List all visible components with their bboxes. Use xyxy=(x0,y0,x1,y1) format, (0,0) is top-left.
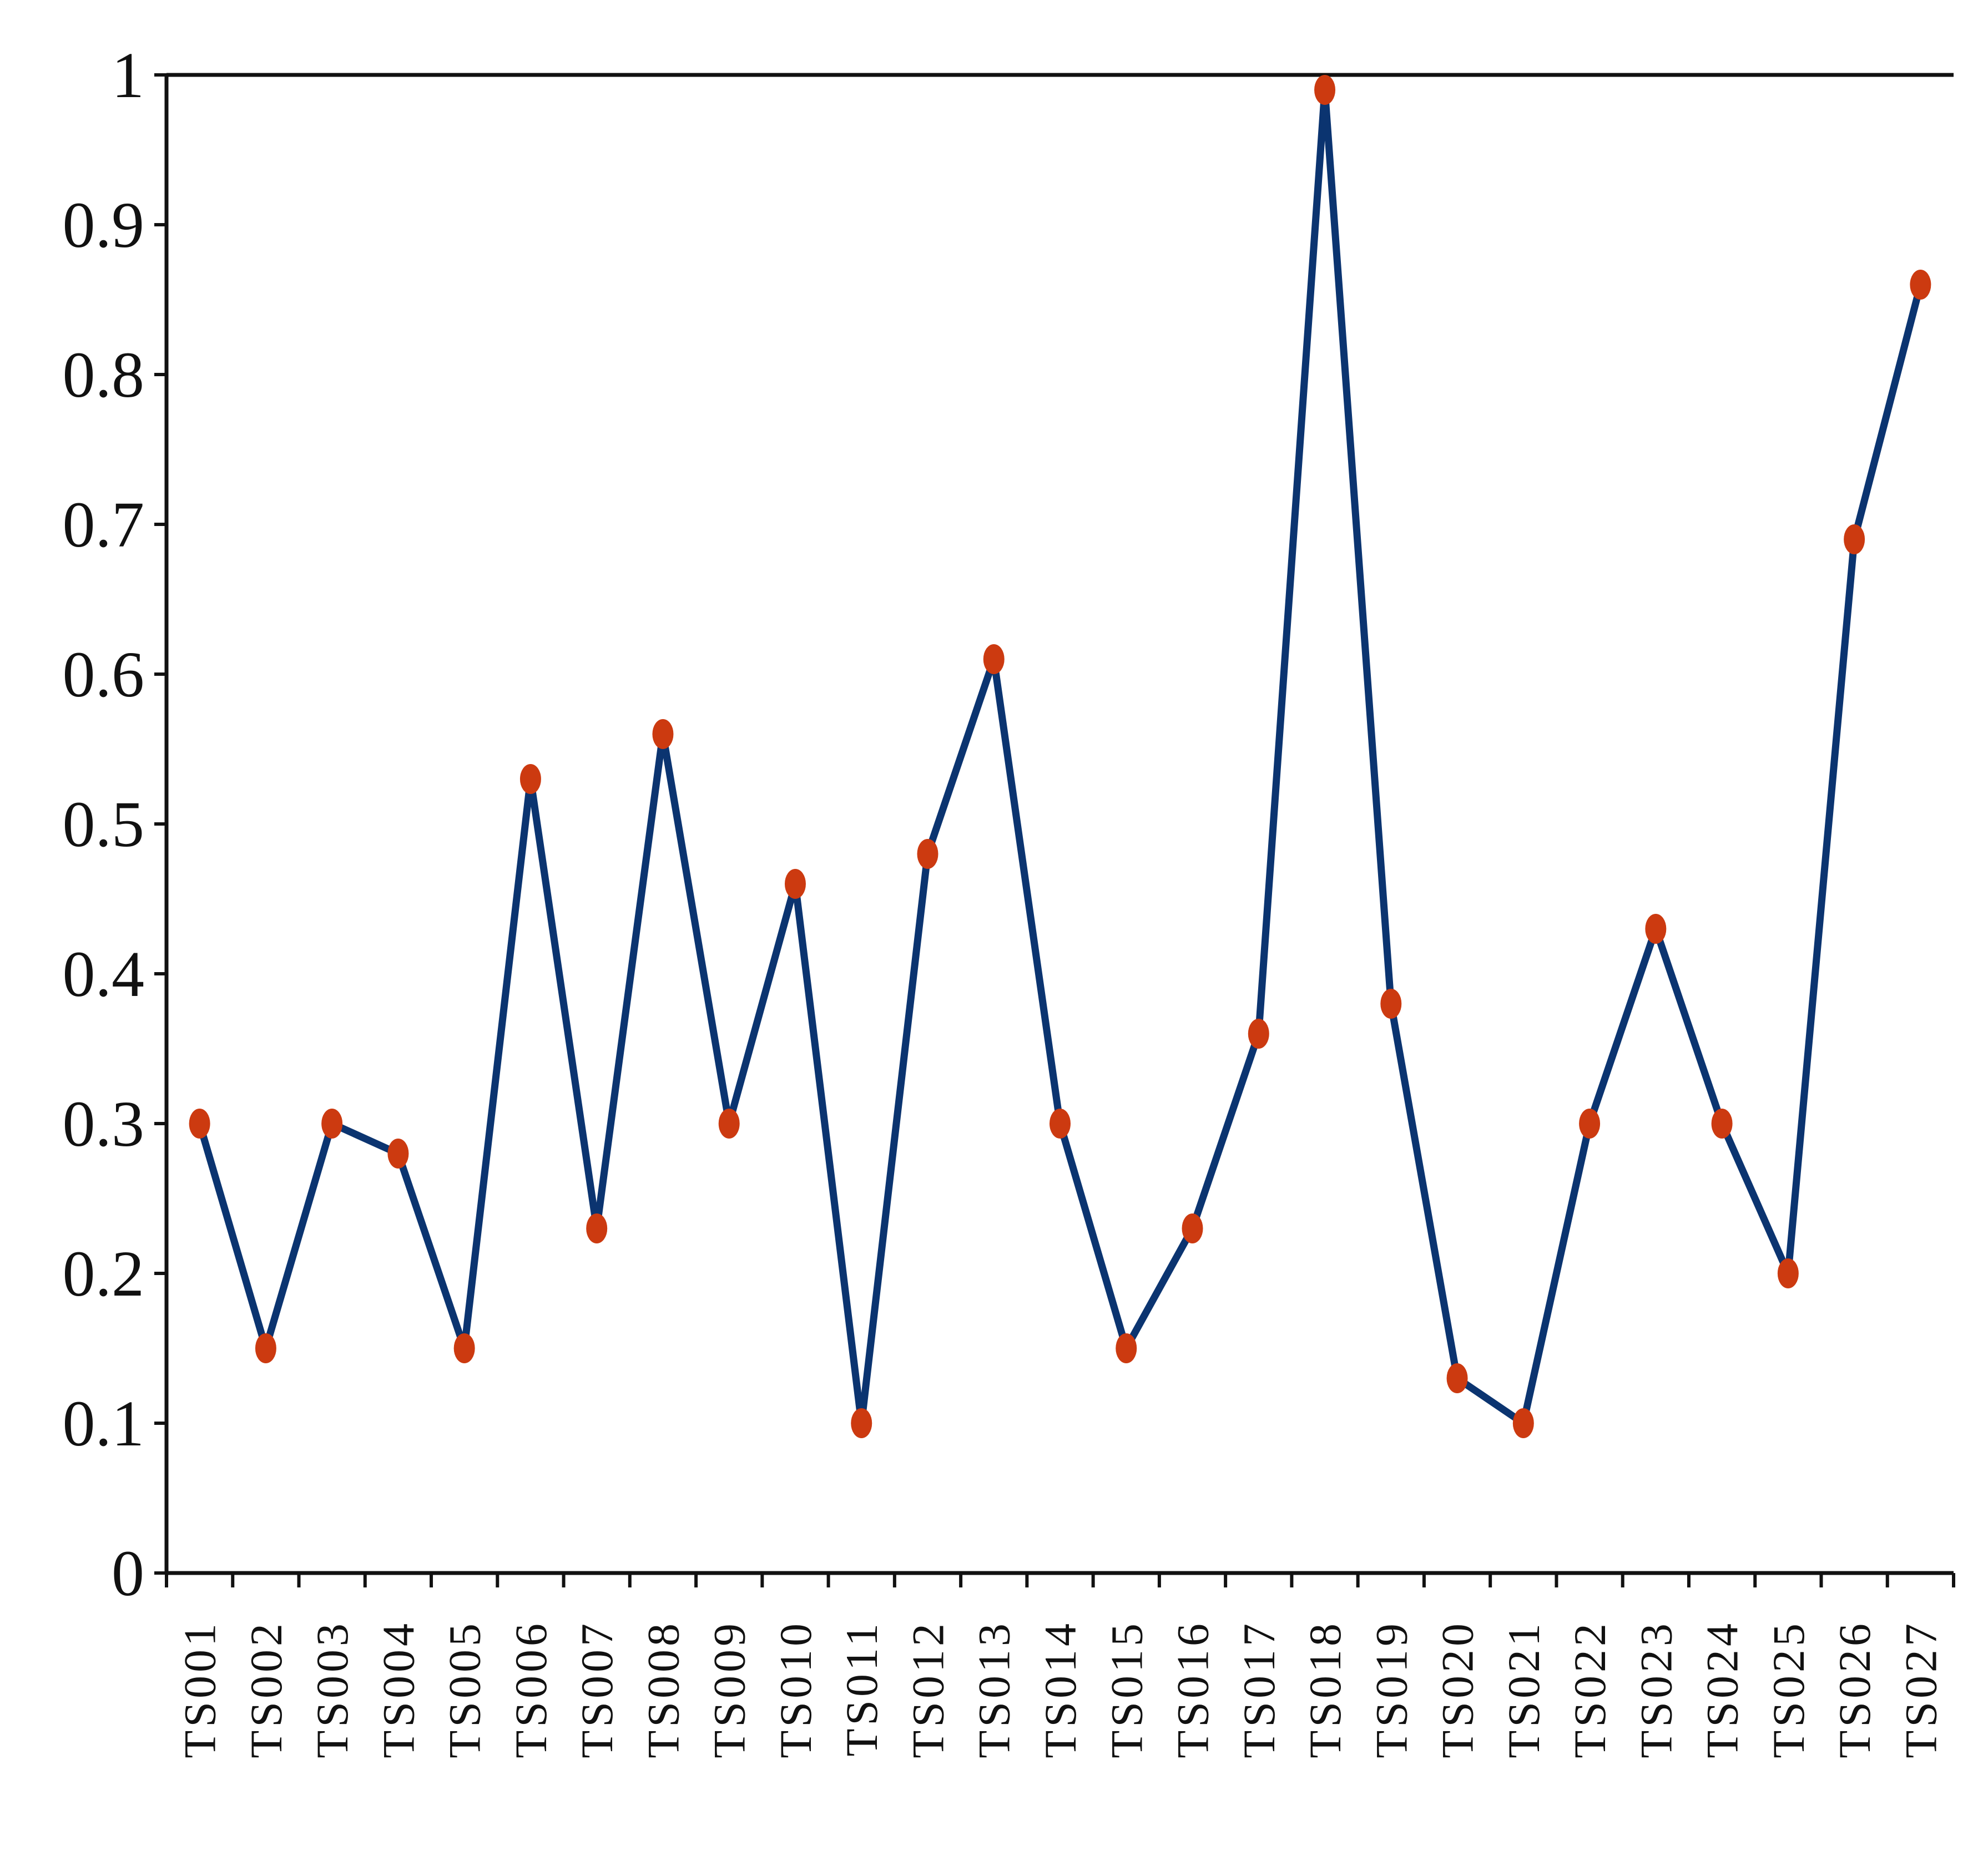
data-point xyxy=(189,1109,210,1139)
y-tick-label: 0.4 xyxy=(63,938,145,1010)
x-tick-label: TS018 xyxy=(1300,1620,1350,1758)
x-tick-label: TS003 xyxy=(307,1620,357,1758)
x-tick-label: TS013 xyxy=(969,1620,1020,1758)
x-tick-label: TS007 xyxy=(572,1620,622,1758)
data-point xyxy=(1049,1109,1071,1139)
data-point xyxy=(1248,1019,1269,1049)
data-point xyxy=(1116,1333,1137,1363)
x-tick-label: TS004 xyxy=(373,1620,423,1758)
x-tick-label: TS025 xyxy=(1763,1620,1814,1758)
data-point xyxy=(1910,270,1931,300)
x-tick-label: TS026 xyxy=(1829,1620,1880,1758)
x-tick-label: TS027 xyxy=(1895,1620,1946,1758)
x-tick-label: TS005 xyxy=(440,1620,490,1758)
data-point xyxy=(321,1109,343,1139)
x-tick-label: TS012 xyxy=(902,1620,953,1758)
x-tick-label: TS016 xyxy=(1168,1620,1218,1758)
x-tick-label: TS019 xyxy=(1366,1620,1416,1758)
x-axis-ticks: TS001 TS002 TS003 TS004 TS005 TS006 TS007 TS008… xyxy=(165,1573,1955,1758)
y-tick-label: 0.7 xyxy=(63,488,145,561)
x-tick-label: TS022 xyxy=(1565,1620,1615,1758)
data-series xyxy=(189,75,1931,1438)
x-tick-label: TS021 xyxy=(1498,1620,1549,1758)
y-tick-label: 0.2 xyxy=(63,1237,145,1310)
chart-axes xyxy=(164,73,1954,1575)
data-point xyxy=(1446,1363,1468,1393)
data-point xyxy=(1182,1213,1203,1243)
y-tick-label: 0.1 xyxy=(63,1387,145,1460)
x-tick-label: TS002 xyxy=(241,1620,291,1758)
data-point xyxy=(1380,989,1402,1019)
data-point xyxy=(1711,1109,1733,1139)
data-point xyxy=(453,1333,475,1363)
y-tick-label: 0.5 xyxy=(63,788,145,861)
data-point xyxy=(586,1213,608,1243)
data-point xyxy=(983,644,1005,674)
x-tick-label: TS011 xyxy=(836,1620,887,1757)
data-point xyxy=(1777,1258,1799,1288)
y-tick-label: 1 xyxy=(112,39,144,112)
data-point xyxy=(255,1333,276,1363)
data-point xyxy=(917,839,939,869)
y-tick-label: 0.8 xyxy=(63,338,145,411)
x-tick-label: TS008 xyxy=(638,1620,688,1758)
x-tick-label: TS024 xyxy=(1697,1620,1748,1758)
series-line xyxy=(196,86,1924,1427)
y-tick-label: 0 xyxy=(112,1537,144,1610)
data-point xyxy=(652,719,674,749)
x-tick-label: TS017 xyxy=(1234,1620,1284,1758)
y-tick-label: 0.3 xyxy=(63,1088,145,1160)
y-axis-ticks: 0 0.1 0.2 0.3 0.4 0.5 0.6 0.7 0.8 0.9 1 xyxy=(63,39,166,1610)
x-tick-label: TS015 xyxy=(1101,1620,1152,1758)
data-point xyxy=(1844,524,1865,554)
data-point xyxy=(784,869,806,899)
data-point xyxy=(1314,75,1336,105)
data-point xyxy=(519,764,541,794)
x-tick-label: TS006 xyxy=(506,1620,556,1758)
data-point xyxy=(387,1139,409,1169)
y-tick-label: 0.9 xyxy=(63,189,145,261)
data-point xyxy=(1579,1109,1601,1139)
x-tick-label: TS010 xyxy=(770,1620,821,1758)
y-tick-label: 0.6 xyxy=(63,638,145,711)
x-tick-label: TS001 xyxy=(175,1620,225,1758)
data-point xyxy=(1645,914,1667,944)
data-point xyxy=(718,1109,740,1139)
x-tick-label: TS023 xyxy=(1631,1620,1681,1758)
x-tick-label: TS020 xyxy=(1432,1620,1483,1758)
data-point xyxy=(851,1408,872,1438)
x-tick-label: TS014 xyxy=(1035,1620,1086,1758)
x-tick-label: TS009 xyxy=(704,1620,755,1758)
data-point xyxy=(1512,1408,1534,1438)
